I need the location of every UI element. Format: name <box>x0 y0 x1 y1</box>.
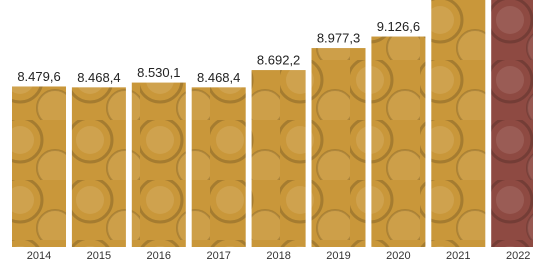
chart: 8.479,6 2014 8.468,4 2015 8.530,1 2016 8.468,4… <box>0 0 533 264</box>
value-label: 8.977,3 <box>317 31 360 46</box>
bar-texture <box>491 0 533 247</box>
x-tick-label: 2021 <box>446 250 470 262</box>
x-tick-label: 2018 <box>266 250 290 262</box>
bar-texture <box>312 48 366 247</box>
bar-texture <box>371 37 425 247</box>
bar-texture <box>72 87 126 247</box>
x-tick-label: 2014 <box>27 250 51 262</box>
x-tick-label: 2015 <box>87 250 111 262</box>
x-tick-label: 2019 <box>326 250 350 262</box>
x-tick-label: 2020 <box>386 250 410 262</box>
x-tick-label: 2016 <box>147 250 171 262</box>
bar-texture <box>252 70 306 247</box>
value-label: 8.692,2 <box>257 53 300 68</box>
bar-texture <box>192 87 246 247</box>
bar-texture <box>431 0 485 247</box>
value-label: 8.468,4 <box>197 70 240 85</box>
value-label: 9.126,6 <box>377 19 420 34</box>
value-label: 8.479,6 <box>17 69 60 84</box>
value-label: 8.530,1 <box>137 65 180 80</box>
x-tick-label: 2017 <box>206 250 230 262</box>
bar-texture <box>12 86 66 247</box>
bar-texture <box>132 83 186 247</box>
value-label: 8.468,4 <box>77 70 120 85</box>
x-tick-label: 2022 <box>506 250 530 262</box>
